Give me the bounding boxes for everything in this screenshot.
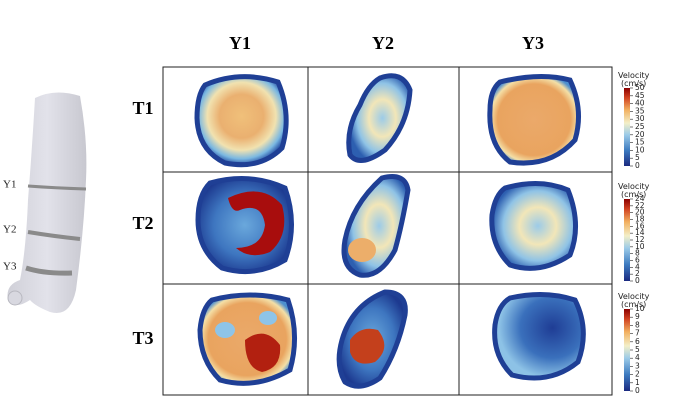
colorbar-tick-label: 4	[635, 353, 640, 362]
colorbar-tick-label: 9	[635, 312, 640, 321]
colorbar	[624, 199, 630, 281]
colorbar-tick-label: 10	[635, 242, 645, 251]
colorbar-tick-label: 4	[635, 262, 640, 271]
row-header: T2	[132, 213, 153, 233]
colorbar-tick-label: 22	[635, 201, 645, 210]
colorbar-tick-label: 10	[635, 145, 645, 154]
colorbar-title: Velocity	[618, 71, 650, 80]
colorbar-tick-label: 5	[635, 153, 640, 162]
vessel-label: Y3	[3, 261, 17, 273]
colorbar-title: Velocity	[618, 292, 650, 301]
colorbar-tick-label: 24	[635, 194, 645, 203]
colorbar-tick-label: 30	[635, 114, 645, 123]
colorbar-tick-label: 12	[635, 235, 645, 244]
colorbar-tick-label: 35	[635, 106, 645, 115]
colorbar-tick-label: 0	[635, 386, 640, 395]
colorbar-tick-label: 25	[635, 122, 645, 131]
colorbar-tick-label: 3	[635, 361, 640, 370]
colorbar-tick-label: 18	[635, 215, 645, 224]
colorbar-unit: (cm/s)	[621, 300, 646, 309]
colorbar-unit: (cm/s)	[621, 190, 646, 199]
colorbar-tick-label: 0	[635, 161, 640, 170]
panel-grid	[162, 66, 613, 396]
colorbar-tick-label: 6	[635, 256, 640, 265]
colorbar-tick-label: 40	[635, 99, 645, 108]
colorbar-tick-label: 10	[635, 304, 645, 313]
colorbar-unit: (cm/s)	[621, 79, 646, 88]
column-header: Y3	[522, 33, 544, 53]
vessel-label: Y2	[3, 224, 16, 236]
colorbar-tick-label: 8	[635, 320, 640, 329]
colorbar-tick-label: 8	[635, 249, 640, 258]
colorbar-tick-label: 50	[635, 83, 645, 92]
colorbar-tick-label: 20	[635, 208, 645, 217]
colorbar-tick-label: 20	[635, 130, 645, 139]
colorbar-tick-label: 16	[635, 221, 645, 230]
column-header: Y1	[229, 33, 251, 53]
colorbar-tick-label: 5	[635, 345, 640, 354]
colorbar-tick-label: 1	[635, 378, 640, 387]
colorbar-tick-label: 2	[635, 370, 640, 379]
row-header: T3	[132, 328, 153, 348]
colorbar	[624, 88, 630, 166]
vessel-model	[7, 92, 87, 314]
colorbar-title: Velocity	[618, 182, 650, 191]
colorbar-tick-label: 7	[635, 329, 640, 338]
colorbar	[624, 309, 630, 391]
colorbar-tick-label: 6	[635, 337, 640, 346]
colorbar-tick-label: 0	[635, 276, 640, 285]
colorbar-tick-label: 15	[635, 138, 645, 147]
row-header: T1	[132, 98, 153, 118]
colorbar-tick-label: 45	[635, 91, 645, 100]
column-header: Y2	[372, 33, 394, 53]
velocity-contours	[194, 73, 586, 389]
colorbar-tick-label: 14	[635, 228, 645, 237]
vessel-label: Y1	[3, 179, 16, 191]
colorbar-tick-label: 2	[635, 269, 640, 278]
